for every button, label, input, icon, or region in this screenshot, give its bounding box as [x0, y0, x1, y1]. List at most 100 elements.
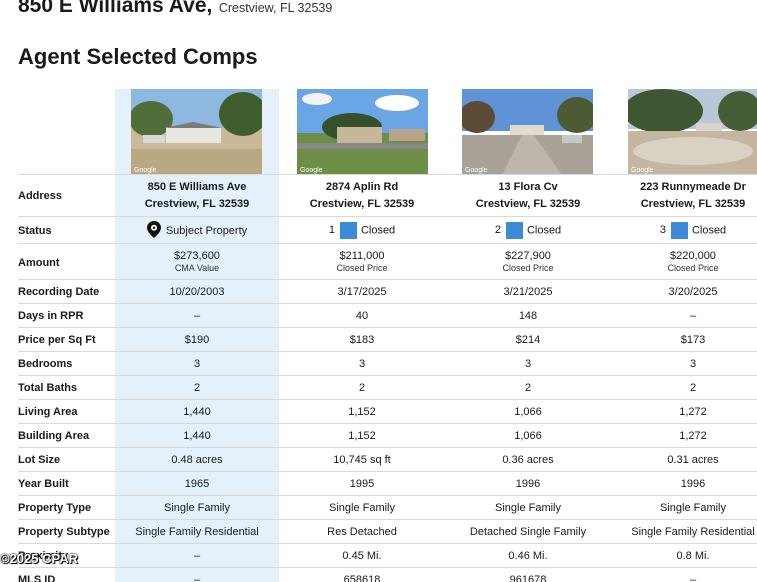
status-text: Subject Property — [165, 224, 248, 237]
amount-caption: Closed Price — [667, 263, 719, 273]
living-area-comp-3: 1,272 — [679, 406, 707, 418]
bedrooms-comp-3: 3 — [689, 358, 697, 370]
recording-date-comp-2: 3/21/2025 — [503, 286, 553, 298]
row-label: Property Subtype — [18, 526, 110, 538]
row-label: Building Area — [18, 430, 90, 442]
row-label: Price per Sq Ft — [18, 334, 96, 346]
row-recording-date: Recording Date 10/20/2003 3/17/2025 3/21… — [18, 279, 757, 303]
property-photo-comp-3[interactable]: Google — [628, 89, 757, 175]
street-photo-icon: Google — [462, 89, 593, 175]
bedrooms-subject: 3 — [193, 358, 201, 370]
property-photo-comp-2[interactable]: Google — [462, 89, 593, 175]
address-comp-2[interactable]: 13 Flora Cv Crestview, FL 32539 — [446, 179, 610, 213]
subject-pin-icon — [146, 221, 161, 241]
status-text: Closed — [691, 224, 727, 237]
mls-id-subject: – — [193, 574, 201, 582]
status-comp-2: 2 Closed — [446, 222, 610, 239]
recording-date-comp-1: 3/17/2025 — [337, 286, 387, 298]
comp-number: 3 — [659, 224, 666, 237]
row-label: Amount — [18, 257, 60, 269]
living-area-comp-2: 1,066 — [514, 406, 542, 418]
property-type-subject: Single Family — [163, 502, 231, 514]
amount-value: $227,900 — [505, 250, 551, 262]
row-label: Status — [18, 225, 52, 237]
row-proximity: Proximity – 0.45 Mi. 0.46 Mi. 0.8 Mi. — [18, 543, 757, 567]
row-year-built: Year Built 1965 1995 1996 1996 — [18, 471, 757, 495]
row-lot-size: Lot Size 0.48 acres 10,745 sq ft 0.36 ac… — [18, 447, 757, 471]
city: Crestview, FL 32539 — [309, 198, 415, 210]
building-area-comp-3: 1,272 — [679, 430, 707, 442]
amount-subject: $273,600 CMA Value — [115, 250, 279, 273]
recording-date-subject: 10/20/2003 — [169, 286, 225, 298]
row-property-type: Property Type Single Family Single Famil… — [18, 495, 757, 519]
row-label: Lot Size — [18, 454, 61, 466]
mls-id-comp-2: 961678 — [509, 574, 547, 582]
address-subject[interactable]: 850 E Williams Ave Crestview, FL 32539 — [115, 179, 279, 213]
row-mls-id: MLS ID – 658618 961678 – — [18, 567, 757, 582]
street: 13 Flora Cv — [498, 181, 558, 193]
closed-marker-icon — [505, 222, 523, 239]
days-in-rpr-comp-2: 148 — [518, 310, 538, 322]
property-photo-comp-1[interactable]: Google — [297, 89, 428, 175]
google-mark: Google — [631, 167, 654, 174]
row-building-area: Building Area 1,440 1,152 1,066 1,272 — [18, 423, 757, 447]
street: 2874 Aplin Rd — [325, 181, 399, 193]
property-type-comp-2: Single Family — [494, 502, 562, 514]
property-subtype-comp-1: Res Detached — [327, 526, 397, 538]
total-baths-comp-1: 2 — [358, 382, 366, 394]
total-baths-comp-3: 2 — [689, 382, 697, 394]
address-comp-3[interactable]: 223 Runnymeade Dr Crestview, FL 32539 — [611, 179, 757, 213]
header-city: Crestview, FL 32539 — [218, 1, 333, 15]
row-living-area: Living Area 1,440 1,152 1,066 1,272 — [18, 399, 757, 423]
row-label: Address — [18, 190, 63, 202]
total-baths-subject: 2 — [193, 382, 201, 394]
status-text: Closed — [526, 224, 562, 237]
year-built-comp-3: 1996 — [680, 478, 706, 490]
closed-marker-icon — [670, 222, 688, 239]
row-status: Status Subject Property 1 Closed 2 Closed … — [18, 216, 757, 243]
amount-comp-3: $220,000 Closed Price — [611, 250, 757, 273]
row-amount: Amount $273,600 CMA Value $211,000 Closed … — [18, 243, 757, 279]
days-in-rpr-comp-1: 40 — [355, 310, 369, 322]
comps-table: Address 850 E Williams Ave Crestview, FL… — [18, 174, 757, 582]
city: Crestview, FL 32539 — [475, 198, 581, 210]
address-comp-1[interactable]: 2874 Aplin Rd Crestview, FL 32539 — [280, 179, 444, 213]
amount-value: $211,000 — [339, 250, 385, 262]
year-built-comp-2: 1996 — [515, 478, 541, 490]
status-comp-3: 3 Closed — [611, 222, 757, 239]
row-property-subtype: Property Subtype Single Family Residenti… — [18, 519, 757, 543]
property-subtype-subject: Single Family Residential — [135, 526, 259, 538]
row-label: Bedrooms — [18, 358, 73, 370]
property-subtype-comp-2: Detached Single Family — [469, 526, 587, 538]
comp-number: 1 — [328, 224, 335, 237]
mls-id-comp-1: 658618 — [343, 574, 381, 582]
amount-caption: Closed Price — [336, 263, 388, 273]
street-photo-icon: Google — [628, 89, 757, 175]
status-text: Closed — [360, 224, 396, 237]
google-mark: Google — [465, 167, 488, 174]
city: Crestview, FL 32539 — [640, 198, 746, 210]
street-photo-icon: Google — [131, 89, 262, 175]
closed-marker-icon — [339, 222, 357, 239]
row-label: Recording Date — [18, 286, 100, 298]
amount-caption: CMA Value — [174, 263, 220, 273]
year-built-comp-1: 1995 — [349, 478, 375, 490]
google-mark: Google — [300, 167, 323, 174]
section-title: Agent Selected Comps — [18, 44, 258, 69]
street: 850 E Williams Ave — [147, 181, 247, 193]
proximity-comp-3: 0.8 Mi. — [676, 550, 710, 562]
price-per-sqft-comp-3: $173 — [680, 334, 706, 346]
year-built-subject: 1965 — [184, 478, 210, 490]
property-subtype-comp-3: Single Family Residential — [631, 526, 755, 538]
lot-size-comp-3: 0.31 acres — [667, 454, 719, 466]
proximity-comp-2: 0.46 Mi. — [508, 550, 548, 562]
building-area-comp-2: 1,066 — [514, 430, 542, 442]
price-per-sqft-subject: $190 — [184, 334, 210, 346]
living-area-subject: 1,440 — [183, 406, 211, 418]
row-bedrooms: Bedrooms 3 3 3 3 — [18, 351, 757, 375]
price-per-sqft-comp-2: $214 — [515, 334, 541, 346]
row-days-in-rpr: Days in RPR – 40 148 – — [18, 303, 757, 327]
row-address: Address 850 E Williams Ave Crestview, FL… — [18, 174, 757, 216]
mls-id-comp-3: – — [689, 574, 697, 582]
property-photo-subject[interactable]: Google — [131, 89, 262, 175]
